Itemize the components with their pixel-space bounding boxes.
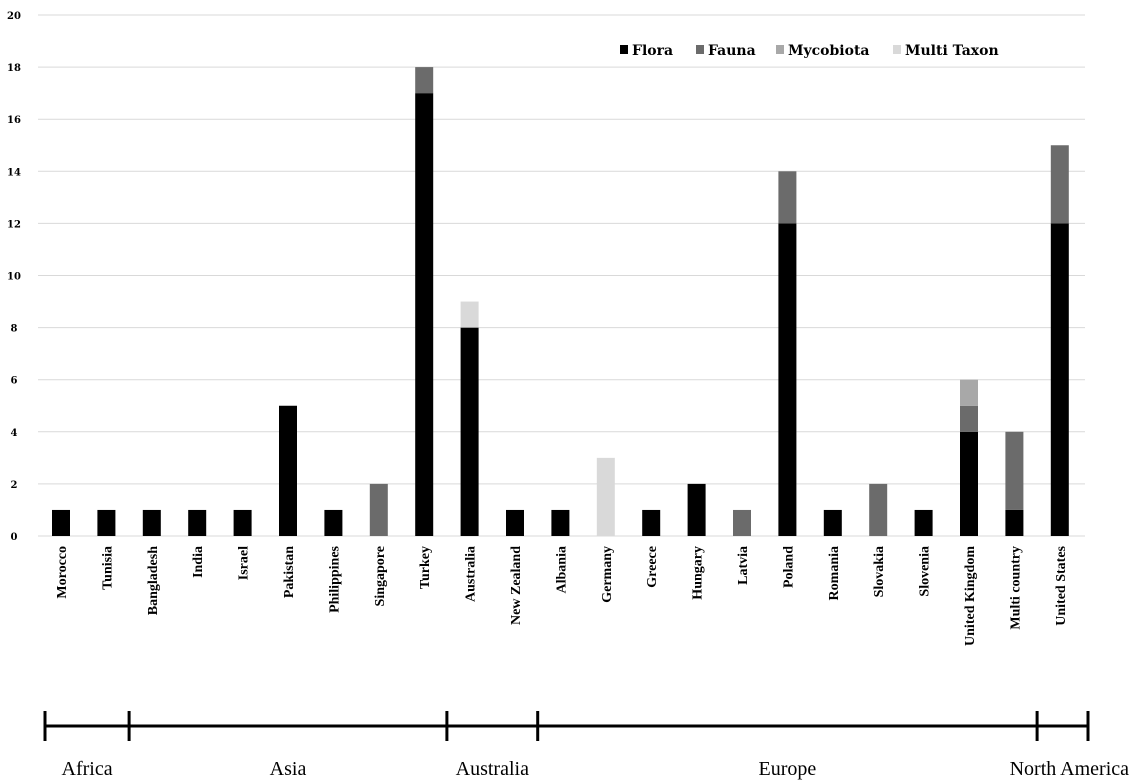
bar-segment-flora: [52, 509, 70, 536]
x-tick-label: Germany: [600, 546, 615, 603]
bar-segment-flora: [460, 327, 479, 536]
y-tick-label: 0: [11, 532, 18, 543]
x-tick-label: Hungary: [691, 546, 706, 600]
bar-segment-fauna: [733, 509, 751, 536]
region-label-north-america: North America: [1010, 758, 1130, 780]
bar-segment-multi-taxon: [596, 457, 615, 536]
x-tick-label: Pakistan: [282, 546, 297, 598]
bar-segment-flora: [960, 431, 978, 536]
bar-segment-fauna: [869, 483, 888, 536]
bar-segment-flora: [97, 509, 116, 536]
x-tick-label: Albania: [554, 546, 569, 593]
y-tick-label: 14: [7, 167, 21, 178]
x-tick-label: United States: [1054, 545, 1069, 625]
bar-segment-flora: [324, 509, 343, 536]
bar-segment-flora: [279, 405, 297, 536]
y-tick-label: 2: [11, 480, 18, 491]
x-tick-label: Latvia: [736, 546, 751, 585]
y-tick-label: 6: [11, 376, 18, 387]
region-label-australia: Australia: [456, 758, 529, 780]
bar-segment-multi-taxon: [460, 301, 479, 328]
bars: [52, 67, 1069, 537]
y-tick-label: 12: [7, 219, 21, 230]
bar-segment-flora: [415, 93, 434, 537]
y-tick-label: 20: [7, 11, 21, 22]
x-tick-label: Poland: [781, 546, 796, 588]
legend-label: Multi Taxon: [905, 43, 999, 59]
bar-segment-fauna: [1050, 145, 1069, 224]
x-tick-label: United Kingdom: [963, 546, 978, 646]
bar-segment-flora: [142, 509, 161, 536]
bar-segment-mycobiota: [960, 379, 978, 406]
bar-segment-flora: [506, 509, 524, 536]
x-tick-label: Australia: [464, 546, 479, 602]
x-tick-label: New Zealand: [509, 546, 524, 625]
region-label-africa: Africa: [62, 758, 113, 780]
x-axis-category-labels: Morocco Tunisia Bangladesh India Israel Pakis…: [55, 545, 1069, 646]
bar-segment-flora: [1005, 509, 1024, 536]
y-tick-label: 16: [7, 115, 21, 126]
bar-segment-flora: [914, 509, 933, 536]
region-label-europe: Europe: [759, 758, 817, 780]
y-tick-label: 8: [11, 324, 18, 335]
x-tick-label: Singapore: [373, 546, 388, 606]
y-tick-label: 4: [11, 428, 18, 439]
bar-segment-flora: [687, 483, 706, 536]
bar-segment-flora: [1050, 223, 1069, 536]
x-tick-label: Greece: [645, 546, 660, 588]
x-tick-label: Slovakia: [872, 546, 887, 597]
legend-swatch-flora: [620, 45, 628, 54]
x-tick-label: Israel: [237, 546, 252, 580]
legend-label: Flora: [632, 43, 673, 59]
x-tick-label: Philippines: [327, 545, 342, 612]
bar-segment-fauna: [415, 67, 434, 94]
legend: Flora Fauna Mycobiota Multi Taxon: [620, 43, 999, 59]
region-axis: Africa Asia Australia Europe North America: [43, 711, 1130, 780]
bar-segment-flora: [551, 509, 570, 536]
region-label-asia: Asia: [270, 758, 307, 780]
y-axis-ticks: 0 2 4 6 8 10 12 14 16 18 20: [7, 11, 21, 543]
x-tick-label: Bangladesh: [146, 546, 161, 615]
x-tick-label: Turkey: [418, 546, 433, 589]
y-tick-label: 10: [7, 272, 21, 283]
bar-segment-fauna: [778, 171, 797, 224]
bar-segment-fauna: [369, 483, 388, 536]
gridlines: [38, 14, 1085, 537]
legend-swatch-multi-taxon: [893, 45, 901, 54]
x-tick-label: Multi country: [1008, 546, 1023, 630]
legend-swatch-mycobiota: [776, 45, 784, 54]
bar-segment-flora: [823, 509, 842, 536]
bar-segment-fauna: [960, 405, 978, 432]
y-tick-label: 18: [7, 63, 21, 74]
bar-segment-flora: [233, 509, 252, 536]
bar-segment-fauna: [1005, 431, 1024, 510]
x-tick-label: Morocco: [55, 546, 70, 599]
x-tick-label: Romania: [827, 546, 842, 600]
bar-segment-flora: [778, 223, 797, 536]
x-tick-label: Slovenia: [918, 546, 933, 597]
bar-segment-flora: [188, 509, 207, 536]
legend-swatch-fauna: [696, 45, 704, 54]
legend-label: Mycobiota: [788, 43, 869, 59]
bar-segment-flora: [642, 509, 661, 536]
x-tick-label: Tunisia: [100, 546, 115, 590]
x-tick-label: India: [191, 546, 206, 578]
legend-label: Fauna: [708, 43, 756, 59]
